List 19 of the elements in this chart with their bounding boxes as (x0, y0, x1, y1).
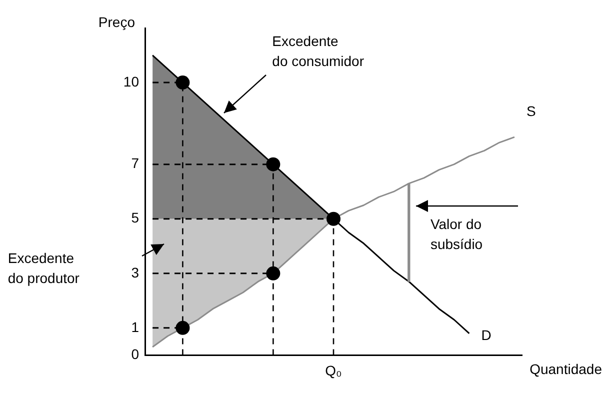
y-tick-label: 7 (131, 155, 140, 172)
series-label: S (526, 102, 536, 119)
series-label: D (481, 327, 492, 344)
y-axis-title: Preço (98, 14, 136, 30)
annotation: Valor do subsídio (430, 216, 483, 252)
y-tick-label: 0 (131, 346, 140, 362)
point (266, 266, 280, 280)
annotation: Excedente do consumidor (272, 32, 364, 69)
x-tick-label: Q₀ (325, 362, 342, 378)
y-tick-label: 10 (123, 73, 140, 90)
y-tick-label: 3 (131, 264, 140, 280)
y-tick-label: 5 (131, 210, 140, 226)
text: Quantidade (530, 361, 602, 378)
point (176, 320, 190, 335)
point (176, 76, 190, 90)
point (326, 212, 340, 226)
text: Excedente do produtor (8, 250, 80, 286)
y-tick-label: 1 (131, 318, 140, 335)
point (266, 157, 280, 172)
